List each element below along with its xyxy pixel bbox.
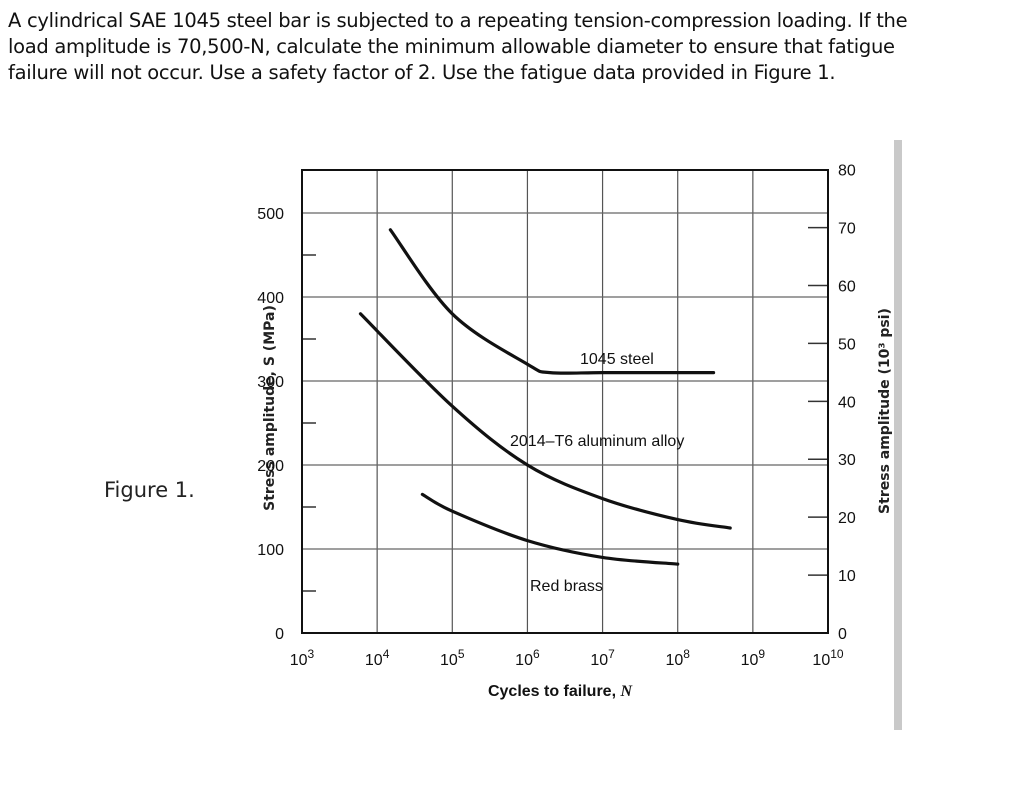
y-tick-label-right: 20 <box>838 510 856 527</box>
page-edge-divider <box>894 140 902 730</box>
y-tick-label-right: 40 <box>838 394 856 411</box>
y-tick-label-left: 400 <box>257 290 284 307</box>
y-tick-label-left: 200 <box>257 458 284 475</box>
x-tick-label: 104 <box>365 647 390 669</box>
y-tick-label-right: 70 <box>838 221 856 238</box>
y-tick-label-left: 500 <box>257 206 284 223</box>
x-tick-label: 108 <box>665 647 690 669</box>
curve-red-brass <box>420 492 680 566</box>
x-tick-label: 109 <box>741 647 766 669</box>
plot-frame <box>301 169 829 634</box>
curve-2014-t6-aluminum <box>358 312 732 530</box>
label-red-brass: Red brass <box>530 578 603 595</box>
figure-label: Figure 1. <box>104 478 195 502</box>
label-1045-steel: 1045 steel <box>580 351 654 368</box>
problem-line-2: load amplitude is 70,500-N, calculate th… <box>8 35 895 58</box>
y-tick-label-left: 100 <box>257 542 284 559</box>
y-tick-label-right: 10 <box>838 568 856 585</box>
x-tick-label: 106 <box>515 647 540 669</box>
problem-line-3: failure will not occur. Use a safety fac… <box>8 61 836 84</box>
y-tick-label-right: 60 <box>838 278 856 295</box>
problem-line-1: A cylindrical SAE 1045 steel bar is subj… <box>8 9 908 32</box>
y-tick-label-left: 300 <box>257 374 284 391</box>
y-tick-label-right: 30 <box>838 452 856 469</box>
label-2014-t6-aluminum: 2014–T6 aluminum alloy <box>510 433 684 450</box>
x-tick-label: 1010 <box>812 647 843 669</box>
y-tick-label-left: 0 <box>275 626 284 643</box>
y-tick-label-right: 80 <box>838 163 856 180</box>
y-tick-label-right: 0 <box>838 626 847 643</box>
problem-statement: A cylindrical SAE 1045 steel bar is subj… <box>8 8 1008 86</box>
x-axis-label: Cycles to failure, N <box>488 683 634 700</box>
y-tick-label-right: 50 <box>838 336 856 353</box>
x-tick-label: 103 <box>290 647 315 669</box>
x-tick-label: 105 <box>440 647 465 669</box>
curve-1045-steel <box>388 228 716 375</box>
gridlines <box>302 170 828 633</box>
x-tick-label: 107 <box>590 647 615 669</box>
